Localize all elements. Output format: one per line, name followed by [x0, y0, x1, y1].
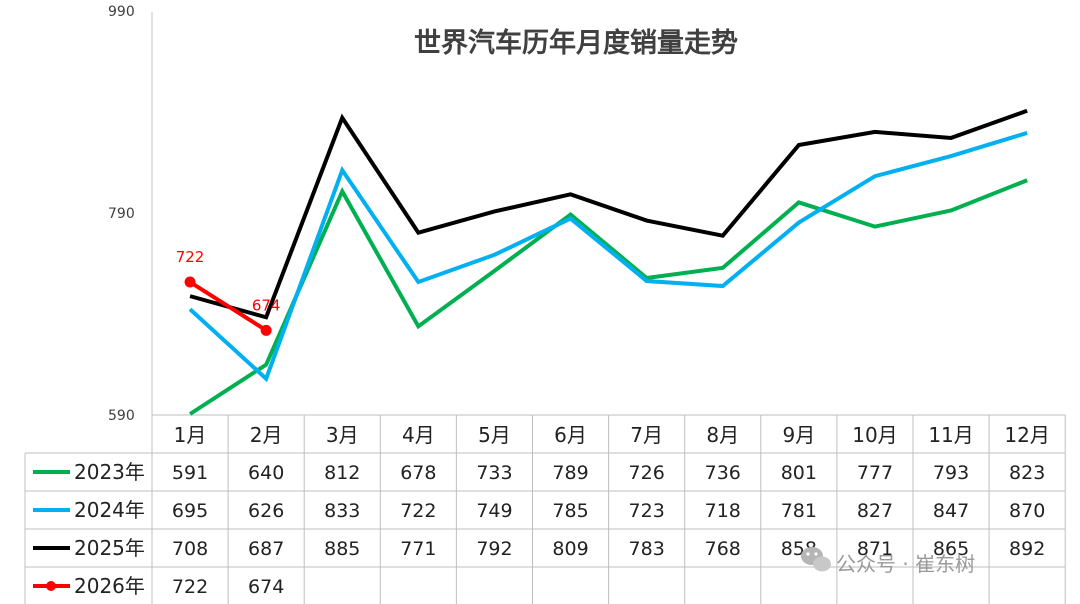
table-cell: 793 — [933, 462, 969, 484]
table-cell: 591 — [172, 462, 208, 484]
table-cell: 870 — [1009, 500, 1045, 522]
y-tick-label: 590 — [108, 408, 135, 424]
x-tick-label: 2月 — [250, 423, 283, 447]
table-cell: 749 — [476, 500, 512, 522]
table-cell: 736 — [705, 462, 741, 484]
x-tick-label: 11月 — [928, 423, 973, 447]
table-cell: 678 — [400, 462, 436, 484]
legend-label: 2024年 — [74, 498, 145, 522]
data-labels: 722 674 — [176, 248, 281, 314]
series-lines — [184, 108, 1028, 416]
x-tick-label: 5月 — [478, 423, 511, 447]
x-tick-label: 12月 — [1004, 423, 1049, 447]
table-cell: 892 — [1009, 538, 1045, 560]
data-label: 674 — [252, 296, 281, 314]
table-cell: 785 — [552, 500, 588, 522]
table-cell: 833 — [324, 500, 360, 522]
x-tick-label: 7月 — [630, 423, 663, 447]
data-point-marker — [260, 324, 272, 336]
watermark-text: 公众号 · 崔东树 — [836, 552, 975, 576]
table-cell: 733 — [476, 462, 512, 484]
data-label: 722 — [176, 248, 205, 266]
data-table-grid — [24, 12, 1066, 604]
table-cell: 783 — [629, 538, 665, 560]
series-line — [189, 108, 1028, 320]
x-tick-label: 6月 — [554, 423, 587, 447]
y-tick-label: 990 — [108, 4, 135, 20]
series-line — [188, 280, 268, 333]
y-tick-label: 790 — [108, 206, 135, 222]
x-category-labels: 1月 2月 3月 4月 5月 6月 7月 8月 9月 10月 11月 12月 — [174, 423, 1050, 447]
table-cell: 626 — [248, 500, 284, 522]
x-tick-label: 10月 — [852, 423, 897, 447]
table-cell: 708 — [172, 538, 208, 560]
table-cell: 781 — [781, 500, 817, 522]
table-cell: 695 — [172, 500, 208, 522]
table-cell: 777 — [857, 462, 893, 484]
x-tick-label: 8月 — [706, 423, 739, 447]
table-cell: 718 — [705, 500, 741, 522]
legend-label: 2023年 — [74, 460, 145, 484]
data-table: 2023年 591 640 812 678 733 789 726 736 801 777 793 82… — [33, 460, 1045, 598]
table-row: 2025年 708 687 885 771 792 809 783 768 858 871 865 89… — [33, 536, 1045, 560]
table-cell: 812 — [324, 462, 360, 484]
table-cell: 771 — [400, 538, 436, 560]
table-cell: 640 — [248, 462, 284, 484]
table-cell: 722 — [172, 576, 208, 598]
table-cell: 865 — [933, 538, 969, 560]
legend-label: 2026年 — [74, 574, 145, 598]
table-cell: 827 — [857, 500, 893, 522]
table-cell: 674 — [248, 576, 284, 598]
chart-title: 世界汽车历年月度销量走势 — [414, 27, 738, 59]
wechat-icon — [801, 547, 831, 572]
table-cell: 871 — [857, 538, 893, 560]
series-line — [188, 130, 1028, 383]
table-cell: 801 — [781, 462, 817, 484]
table-row: 2026年 722 674 — [33, 574, 284, 598]
table-row: 2024年 695 626 833 722 749 785 723 718 781 827 847 87… — [33, 498, 1045, 522]
table-cell: 847 — [933, 500, 969, 522]
table-cell: 726 — [629, 462, 665, 484]
legend-marker — [46, 581, 56, 591]
table-cell: 885 — [324, 538, 360, 560]
table-cell: 823 — [1009, 462, 1045, 484]
table-cell: 809 — [552, 538, 588, 560]
table-cell: 789 — [552, 462, 588, 484]
table-cell: 722 — [400, 500, 436, 522]
data-point-marker — [184, 276, 196, 288]
watermark: 公众号 · 崔东树 — [801, 547, 975, 576]
x-tick-label: 9月 — [782, 423, 815, 447]
table-row: 2023年 591 640 812 678 733 789 726 736 801 777 793 82… — [33, 460, 1045, 484]
series-line — [188, 178, 1028, 416]
table-cell: 687 — [248, 538, 284, 560]
legend-label: 2025年 — [74, 536, 145, 560]
x-tick-label: 3月 — [326, 423, 359, 447]
x-tick-label: 1月 — [174, 423, 207, 447]
table-cell: 768 — [705, 538, 741, 560]
table-cell: 792 — [476, 538, 512, 560]
x-tick-label: 4月 — [402, 423, 435, 447]
table-cell: 723 — [629, 500, 665, 522]
